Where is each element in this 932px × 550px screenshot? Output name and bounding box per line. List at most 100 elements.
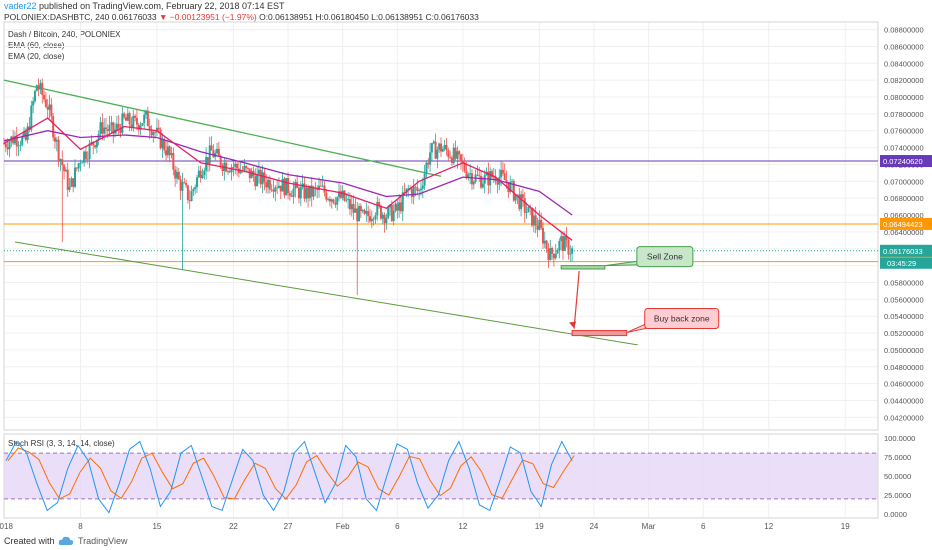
horizontal-lines[interactable] bbox=[4, 160, 878, 263]
candle-body bbox=[57, 139, 60, 161]
candle-body bbox=[567, 239, 570, 255]
candle-body bbox=[463, 162, 466, 171]
candle-body bbox=[492, 176, 495, 178]
candle-body bbox=[274, 187, 277, 192]
candle-body bbox=[334, 202, 337, 205]
ema-line bbox=[3, 130, 573, 216]
candle-body bbox=[327, 199, 330, 200]
trendlines[interactable] bbox=[3, 79, 638, 346]
time-tick-label: 19 bbox=[841, 522, 850, 531]
candle-body bbox=[33, 90, 36, 102]
candle-body bbox=[75, 167, 78, 169]
candle-body bbox=[270, 189, 273, 191]
candle-body bbox=[52, 116, 55, 138]
price-axis[interactable]: 0.04200000 0.04400000 0.04600000 0.04800000… bbox=[880, 26, 932, 520]
candle-body bbox=[17, 145, 20, 147]
candle-body bbox=[490, 171, 493, 178]
candle-body bbox=[381, 214, 384, 219]
candle-body bbox=[279, 185, 282, 192]
time-tick-label: 22 bbox=[229, 522, 238, 531]
candle-body bbox=[563, 236, 566, 251]
candle-body bbox=[226, 171, 229, 172]
legend-title: Dash / Bitcoin, 240, POLONIEX bbox=[8, 30, 121, 39]
candle-body bbox=[134, 115, 137, 118]
candle-body bbox=[367, 211, 370, 217]
time-tick-label: Feb bbox=[336, 522, 350, 531]
hline-price-label: 0.07240620 bbox=[883, 157, 923, 166]
candle-body bbox=[121, 113, 124, 133]
candle-body bbox=[547, 248, 550, 260]
legend-stoch-rsi[interactable]: Stoch RSI (3, 3, 14, 14, close) bbox=[8, 439, 115, 448]
candle-body bbox=[496, 181, 499, 185]
price-tick-label: 0.04600000 bbox=[884, 380, 924, 389]
candle-body bbox=[221, 165, 224, 171]
candle-body bbox=[37, 85, 40, 90]
candle-body bbox=[199, 170, 202, 178]
candle-body bbox=[387, 207, 390, 218]
buy-callout[interactable] bbox=[644, 308, 720, 330]
buy-callout-label: Buy back zone bbox=[654, 314, 710, 324]
price-tick-label: 0.06400000 bbox=[884, 228, 924, 237]
candle-body bbox=[15, 136, 18, 147]
candle-body bbox=[288, 193, 291, 196]
candle-body bbox=[265, 182, 268, 188]
legend-ema20[interactable]: EMA (20, close) bbox=[8, 52, 65, 61]
time-tick-label: 27 bbox=[284, 522, 293, 531]
candle-body bbox=[307, 187, 310, 199]
candle-body bbox=[390, 204, 393, 221]
candle-body bbox=[154, 132, 157, 134]
candle-body bbox=[50, 104, 53, 117]
buy-zone-box[interactable] bbox=[571, 330, 628, 337]
candle-body bbox=[63, 165, 66, 172]
candle-body bbox=[106, 129, 109, 132]
candle-body bbox=[35, 85, 38, 91]
sell-zone-box[interactable] bbox=[560, 265, 606, 270]
candle-body bbox=[19, 144, 22, 146]
candle-body bbox=[461, 160, 464, 163]
lower-trendline[interactable] bbox=[14, 241, 638, 346]
upper-trendline[interactable] bbox=[3, 79, 442, 177]
candle-body bbox=[503, 173, 506, 181]
candle-body bbox=[32, 101, 35, 106]
arrow-line bbox=[573, 270, 580, 329]
candle-body bbox=[323, 185, 326, 193]
candle-body bbox=[396, 203, 399, 211]
legend-ema60[interactable]: EMA (60, close) bbox=[8, 41, 65, 50]
author-link[interactable]: vader22 bbox=[4, 1, 37, 11]
candle-body bbox=[465, 170, 468, 178]
candle-body bbox=[212, 150, 215, 158]
time-axis[interactable]: 2018 8 15 22 27 Feb 6 12 19 24 Mar 6 12 19 bbox=[0, 522, 850, 531]
zones[interactable] bbox=[560, 265, 628, 337]
symbol-label: POLONIEX:DASHBTC, 240 bbox=[4, 12, 110, 22]
callouts[interactable]: Sell Zone Buy back zone bbox=[604, 246, 720, 334]
price-tick-label: 0.06800000 bbox=[884, 194, 924, 203]
hline-price-tag bbox=[880, 155, 932, 168]
candle-body bbox=[467, 174, 470, 178]
candle-body bbox=[53, 137, 56, 142]
candle-body bbox=[68, 186, 71, 190]
candle-body bbox=[263, 172, 266, 183]
stoch-tick-label: 100.0000 bbox=[884, 434, 915, 443]
candle-body bbox=[246, 167, 249, 169]
arrow-head-icon bbox=[569, 321, 577, 329]
candle-body bbox=[41, 82, 44, 95]
last-price-label: 0.06176033 bbox=[883, 247, 923, 256]
candle-body bbox=[190, 191, 193, 202]
overbought-oversold-band bbox=[4, 453, 878, 499]
brand-name: TradingView bbox=[78, 536, 128, 546]
candle-body bbox=[407, 188, 410, 190]
candle-body bbox=[418, 190, 421, 192]
candle-body bbox=[316, 188, 319, 191]
candle-body bbox=[185, 183, 188, 186]
candle-body bbox=[276, 187, 279, 189]
candle-body bbox=[234, 163, 237, 167]
candle-body bbox=[8, 142, 11, 150]
candle-body bbox=[368, 216, 371, 222]
publish-line: vader22 published on TradingView.com, Fe… bbox=[4, 1, 285, 11]
candle-body bbox=[110, 122, 113, 126]
candle-body bbox=[481, 183, 484, 188]
symbol-line: POLONIEX:DASHBTC, 240 0.06176033 ▼ −0.00… bbox=[4, 12, 479, 22]
candle-body bbox=[79, 162, 82, 164]
sell-callout[interactable] bbox=[636, 246, 694, 268]
